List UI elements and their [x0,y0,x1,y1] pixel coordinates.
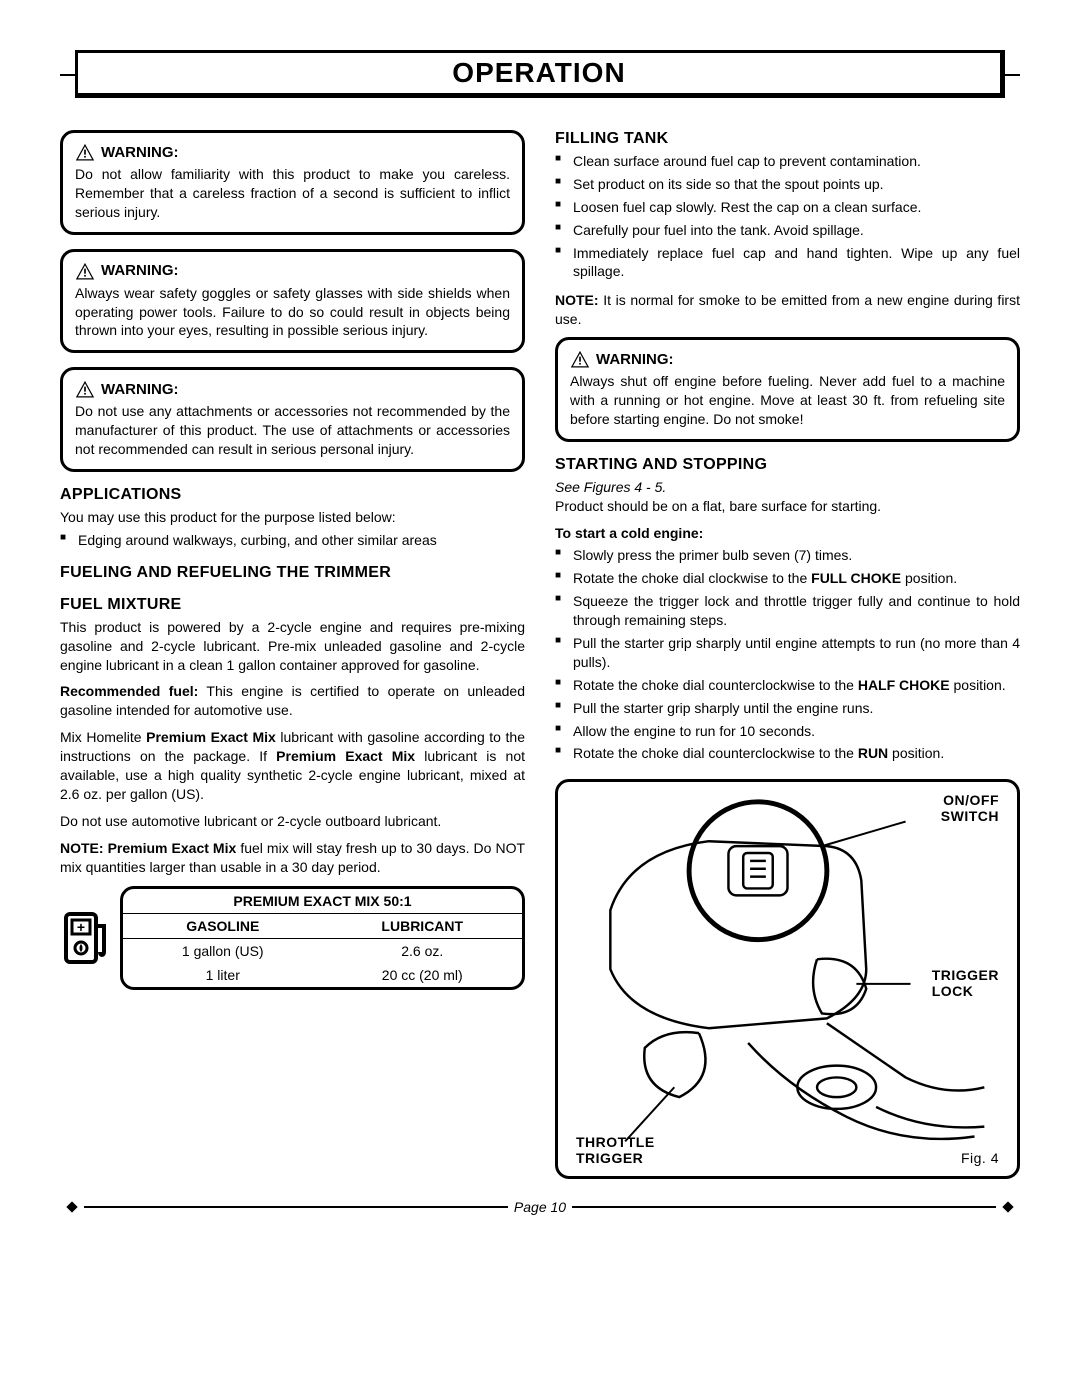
mix-table-wrap: + PREMIUM EXACT MIX 50:1 GASOLINE LUBRIC… [60,886,525,990]
fuel-mixture-heading: FUEL MIXTURE [60,596,525,614]
start-intro: Product should be on a flat, bare surfac… [555,497,1020,516]
mix-cell: 1 gallon (US) [123,939,323,963]
page-title: OPERATION [75,50,1005,98]
list-item: Slowly press the primer bulb seven (7) t… [555,546,1020,565]
fueling-heading: FUELING AND REFUELING THE TRIMMER [60,564,525,582]
list-item: Rotate the choke dial counterclockwise t… [555,744,1020,763]
cold-engine-list: Slowly press the primer bulb seven (7) t… [555,546,1020,763]
warning-icon [75,143,95,161]
mix-table: PREMIUM EXACT MIX 50:1 GASOLINE LUBRICAN… [120,886,525,990]
warning-text: Do not use any attachments or accessorie… [75,402,510,459]
page-footer: Page 10 [60,1199,1020,1215]
list-item: Immediately replace fuel cap and hand ti… [555,244,1020,282]
left-column: WARNING: Do not allow familiarity with t… [60,130,525,1179]
warning-text: Always shut off engine before fueling. N… [570,372,1005,429]
mix-cell: 2.6 oz. [323,939,523,963]
applications-item: Edging around walkways, curbing, and oth… [60,531,525,550]
figure-caption: Fig. 4 [961,1150,999,1166]
warning-heading: WARNING: [101,381,179,398]
warning-heading: WARNING: [101,262,179,279]
warning-text: Do not allow familiarity with this produ… [75,165,510,222]
filling-tank-heading: FILLING TANK [555,130,1020,148]
warning-box-3: WARNING: Do not use any attachments or a… [60,367,525,472]
warning-icon [75,262,95,280]
mix-col-gasoline: GASOLINE [123,914,323,938]
mixture-p3: Mix Homelite Premium Exact Mix lubricant… [60,728,525,804]
filling-list: Clean surface around fuel cap to prevent… [555,152,1020,281]
warning-box-2: WARNING: Always wear safety goggles or s… [60,249,525,354]
list-item: Loosen fuel cap slowly. Rest the cap on … [555,198,1020,217]
mix-col-lubricant: LUBRICANT [323,914,523,938]
filling-note: NOTE: It is normal for smoke to be emitt… [555,291,1020,329]
warning-box-1: WARNING: Do not allow familiarity with t… [60,130,525,235]
starting-heading: STARTING AND STOPPING [555,456,1020,474]
mixture-p5: NOTE: Premium Exact Mix fuel mix will st… [60,839,525,877]
warning-icon [75,380,95,398]
page-number: Page 10 [514,1199,566,1215]
warning-heading: WARNING: [101,144,179,161]
list-item: Allow the engine to run for 10 seconds. [555,722,1020,741]
list-item: Rotate the choke dial clockwise to the F… [555,569,1020,588]
fuel-pump-icon: + [60,908,110,968]
mixture-p1: This product is powered by a 2-cycle eng… [60,618,525,675]
mixture-p4: Do not use automotive lubricant or 2-cyc… [60,812,525,831]
label-throttle-trigger: THROTTLE TRIGGER [576,1134,655,1166]
list-item: Squeeze the trigger lock and throttle tr… [555,592,1020,630]
right-column: FILLING TANK Clean surface around fuel c… [555,130,1020,1179]
warning-heading: WARNING: [596,351,674,368]
mix-cell: 1 liter [123,963,323,987]
label-trigger-lock: TRIGGER LOCK [932,967,999,999]
warning-text: Always wear safety goggles or safety gla… [75,284,510,341]
applications-heading: APPLICATIONS [60,486,525,504]
mixture-p2: Recommended fuel: This engine is certifi… [60,682,525,720]
mix-table-title: PREMIUM EXACT MIX 50:1 [123,889,522,914]
label-onoff-switch: ON/OFF SWITCH [941,792,999,824]
warning-box-fuel: WARNING: Always shut off engine before f… [555,337,1020,442]
applications-intro: You may use this product for the purpose… [60,508,525,527]
warning-icon [570,350,590,368]
list-item: Rotate the choke dial counterclockwise t… [555,676,1020,695]
list-item: Carefully pour fuel into the tank. Avoid… [555,221,1020,240]
mix-cell: 20 cc (20 ml) [323,963,523,987]
list-item: Pull the starter grip sharply until the … [555,699,1020,718]
figure-4: ON/OFF SWITCH TRIGGER LOCK THROTTLE TRIG… [555,779,1020,1179]
see-figures: See Figures 4 - 5. [555,478,1020,497]
svg-text:+: + [77,919,85,935]
list-item: Pull the starter grip sharply until engi… [555,634,1020,672]
cold-engine-heading: To start a cold engine: [555,524,1020,543]
list-item: Clean surface around fuel cap to prevent… [555,152,1020,171]
list-item: Set product on its side so that the spou… [555,175,1020,194]
